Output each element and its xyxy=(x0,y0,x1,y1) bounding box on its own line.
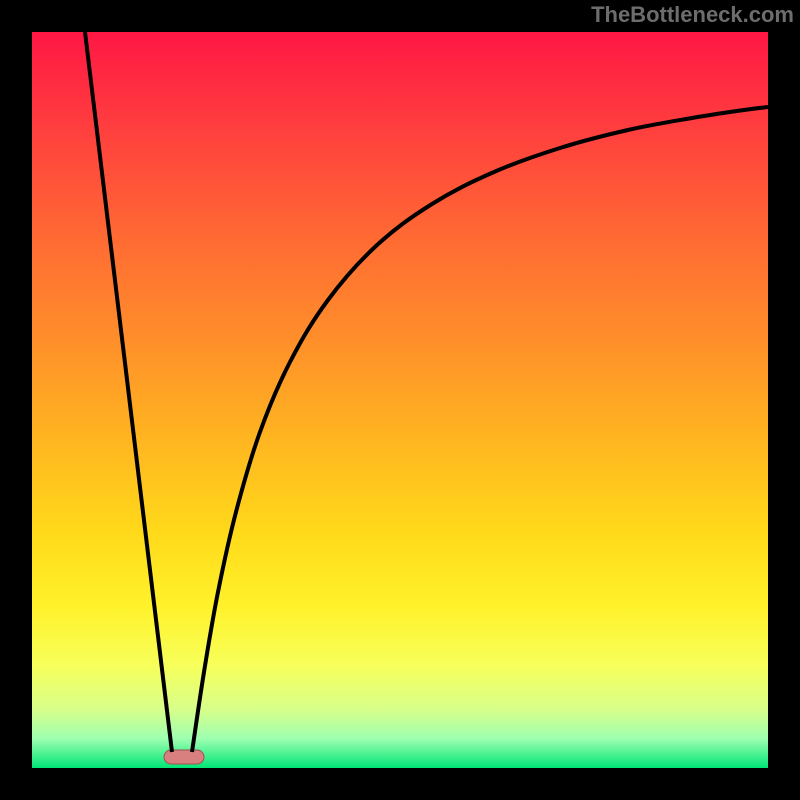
chart-container: TheBottleneck.com xyxy=(0,0,800,800)
left-descending-line xyxy=(85,32,172,752)
plot-area xyxy=(32,32,768,768)
right-ascending-curve xyxy=(192,107,768,752)
watermark-text: TheBottleneck.com xyxy=(591,2,794,28)
curve-layer xyxy=(32,32,768,768)
